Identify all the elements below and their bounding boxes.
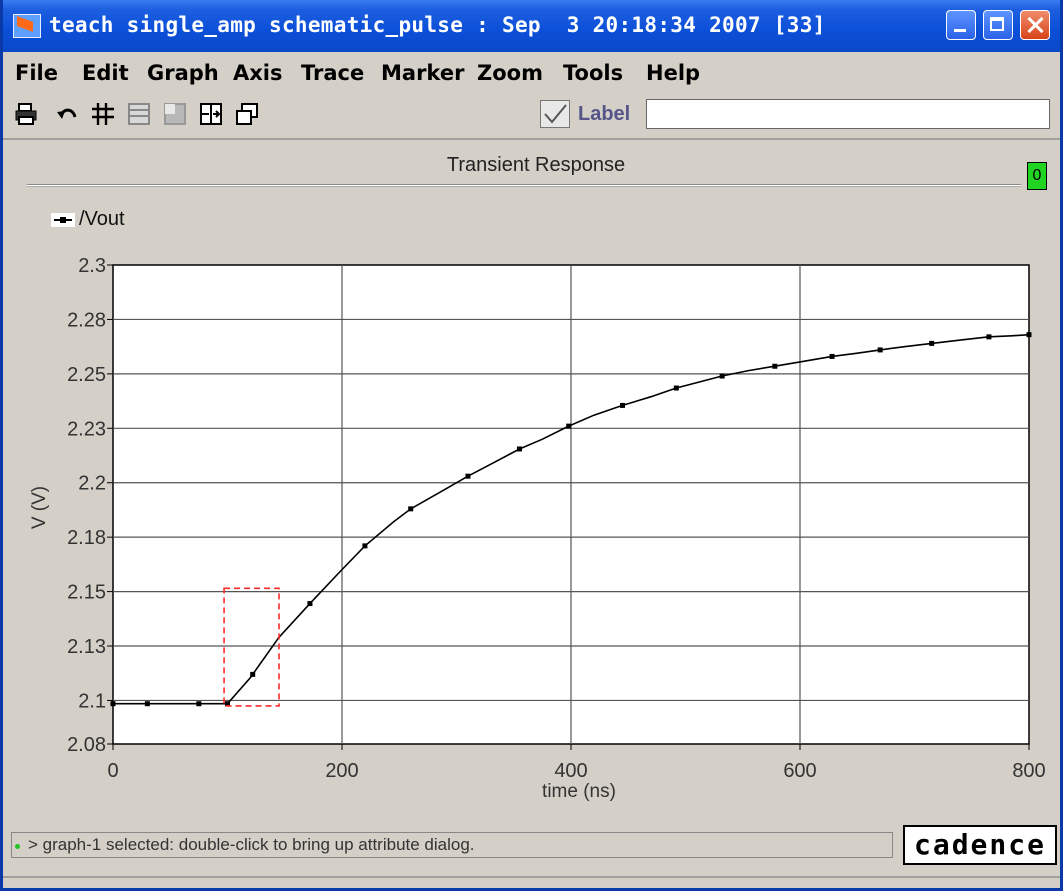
graph-title: Transient Response bbox=[446, 154, 626, 176]
series-point bbox=[620, 402, 626, 408]
close-button[interactable] bbox=[1020, 10, 1050, 40]
cadence-logo: cadence bbox=[903, 825, 1057, 865]
status-indicator-icon bbox=[15, 844, 20, 849]
x-tick-label: 0 bbox=[107, 760, 118, 782]
series-point bbox=[516, 446, 522, 452]
series-point bbox=[719, 373, 725, 379]
series-point bbox=[225, 701, 230, 707]
y-tick-label: 2.2 bbox=[78, 473, 106, 495]
legend-label: /Vout bbox=[79, 208, 125, 230]
series-point bbox=[362, 543, 368, 549]
x-axis-label: time (ns) bbox=[542, 781, 616, 802]
label-checkbox[interactable] bbox=[540, 100, 570, 128]
series-point bbox=[566, 423, 572, 429]
menu-axis[interactable]: Axis bbox=[233, 61, 283, 85]
series-point bbox=[144, 701, 150, 707]
series-point bbox=[408, 506, 414, 512]
menu-trace[interactable]: Trace bbox=[301, 61, 365, 85]
series-point bbox=[465, 473, 471, 479]
grid-icon[interactable] bbox=[91, 102, 115, 126]
series-point bbox=[877, 347, 883, 353]
label-input[interactable] bbox=[646, 99, 1050, 129]
toolbar bbox=[3, 96, 1060, 134]
check-icon bbox=[544, 104, 567, 124]
legend-marker-icon bbox=[51, 212, 75, 227]
series-point bbox=[110, 701, 116, 707]
graph-header-rule bbox=[27, 184, 1021, 187]
plot-area[interactable]: 0 200 400 600 800 2.08 2.1 2.13 2.15 2.18 2.2 2.23 2… bbox=[3, 0, 1063, 891]
y-axis-label: V (V) bbox=[29, 486, 50, 529]
y-tick-label: 2.28 bbox=[67, 309, 106, 331]
title-bar[interactable]: teach single_amp schematic_pulse : Sep 3… bbox=[3, 0, 1060, 52]
series-point bbox=[250, 671, 256, 677]
toolbar-divider bbox=[3, 138, 1060, 140]
subwindow-icon[interactable] bbox=[235, 102, 259, 126]
series-point bbox=[772, 363, 778, 369]
y-tick-label: 2.23 bbox=[67, 418, 106, 440]
menu-zoom[interactable]: Zoom bbox=[477, 61, 543, 85]
y-tick-label: 2.25 bbox=[67, 364, 106, 386]
series-point bbox=[986, 334, 992, 340]
minimize-button[interactable] bbox=[946, 10, 976, 40]
fill-icon[interactable] bbox=[163, 102, 187, 126]
series-point bbox=[1026, 332, 1032, 338]
series-point bbox=[829, 353, 835, 359]
maximize-button[interactable] bbox=[983, 10, 1013, 40]
menu-tools[interactable]: Tools bbox=[563, 61, 624, 85]
label-checkbox-label: Label bbox=[578, 103, 631, 125]
series-point bbox=[307, 601, 313, 607]
menu-bar: File Edit Graph Axis Trace Marker Zoom T… bbox=[3, 55, 1060, 89]
status-message: > graph-1 selected: double-click to brin… bbox=[28, 835, 475, 854]
x-tick-label: 400 bbox=[554, 760, 587, 782]
undo-icon[interactable] bbox=[55, 102, 79, 126]
y-tick-label: 2.13 bbox=[67, 636, 106, 658]
status-bar: > graph-1 selected: double-click to brin… bbox=[11, 832, 893, 858]
x-tick-label: 600 bbox=[783, 760, 816, 782]
strip-icon[interactable] bbox=[127, 102, 151, 126]
legend[interactable]: /Vout bbox=[51, 208, 125, 231]
series-point bbox=[673, 385, 679, 391]
menu-file[interactable]: File bbox=[15, 61, 58, 85]
y-tick-label: 2.08 bbox=[67, 734, 106, 756]
y-tick-label: 2.1 bbox=[78, 690, 106, 712]
menu-help[interactable]: Help bbox=[646, 61, 701, 85]
window-title: teach single_amp schematic_pulse : Sep 3… bbox=[49, 13, 826, 37]
printer-icon[interactable] bbox=[14, 102, 38, 126]
menu-marker[interactable]: Marker bbox=[381, 61, 465, 85]
highlight-box bbox=[223, 587, 280, 707]
menu-graph[interactable]: Graph bbox=[147, 61, 219, 85]
series-point bbox=[929, 340, 935, 346]
series-line-vout bbox=[113, 333, 1030, 705]
y-tick-label: 2.3 bbox=[78, 255, 106, 277]
y-tick-label: 2.15 bbox=[67, 582, 106, 604]
app-icon[interactable] bbox=[13, 14, 41, 38]
x-tick-label: 800 bbox=[1012, 760, 1045, 782]
bottom-divider bbox=[3, 876, 1060, 878]
x-tick-label: 200 bbox=[325, 760, 358, 782]
y-tick-label: 2.18 bbox=[67, 527, 106, 549]
series-point bbox=[196, 701, 202, 707]
split-icon[interactable] bbox=[199, 102, 223, 126]
graph-number-badge[interactable]: 0 bbox=[1027, 162, 1047, 190]
menu-edit[interactable]: Edit bbox=[82, 61, 129, 85]
